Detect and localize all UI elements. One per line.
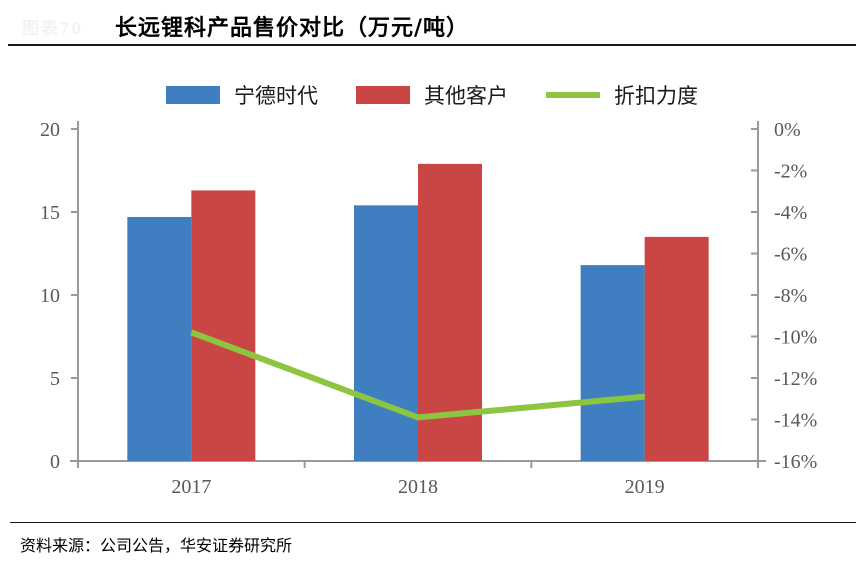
bar-others-2017 [191, 190, 256, 462]
chart-header: 图表70 长远锂科产品售价对比（万元/吨） [0, 0, 864, 46]
left-axis-tick-label: 5 [50, 368, 60, 390]
left-axis-tick-label: 20 [40, 119, 60, 141]
source-note: 资料来源：公司公告，华安证券研究所 [20, 536, 293, 555]
legend-item-catl: 宁德时代 [166, 80, 318, 110]
right-axis-tick-label: -2% [774, 161, 807, 183]
right-axis-tick-label: 0% [774, 119, 801, 141]
x-axis-category-label: 2018 [398, 476, 438, 498]
bar-catl-2017 [127, 216, 192, 461]
bar-catl-2018 [354, 205, 418, 461]
chart-title: 长远锂科产品售价对比（万元/吨） [115, 16, 470, 41]
legend-label: 其他客户 [424, 84, 508, 108]
chart-number-faint-label: 图表70 [22, 19, 83, 38]
discount-line [190, 329, 645, 421]
right-axis-tick-label: -10% [774, 327, 817, 349]
right-axis-tick-label: -14% [774, 410, 817, 432]
left-axis-tick-label: 15 [40, 202, 60, 224]
x-axis-category-label: 2017 [171, 476, 211, 498]
footer-divider [10, 522, 856, 523]
legend-label: 宁德时代 [234, 84, 318, 108]
bar-catl-2019 [580, 265, 645, 461]
legend-item-others: 其他客户 [356, 80, 508, 110]
bar-others-2019 [644, 236, 709, 461]
right-axis-tick-label: -12% [774, 368, 817, 390]
left-axis-tick-label: 0 [50, 451, 60, 473]
legend-swatch-line-green [546, 92, 600, 98]
chart-legend: 宁德时代 其他客户 折扣力度 [0, 80, 864, 110]
right-axis-tick-label: -8% [774, 285, 807, 307]
legend-swatch-bar-red [356, 86, 410, 104]
right-axis-tick-label: -4% [774, 202, 807, 224]
legend-label: 折扣力度 [614, 84, 698, 108]
legend-swatch-bar-blue [166, 86, 220, 104]
header-divider [8, 44, 856, 46]
right-axis-tick-label: -16% [774, 451, 817, 473]
right-axis-tick-label: -6% [774, 244, 807, 266]
x-axis-category-label: 2019 [625, 476, 665, 498]
legend-item-discount: 折扣力度 [546, 80, 698, 110]
left-axis-tick-label: 10 [40, 285, 60, 307]
dual-axis-bar-line-chart: 0 5 10 15 20 0% -2% -4% -6% -8% -10% -12% -14% -16% 20… [40, 119, 817, 498]
